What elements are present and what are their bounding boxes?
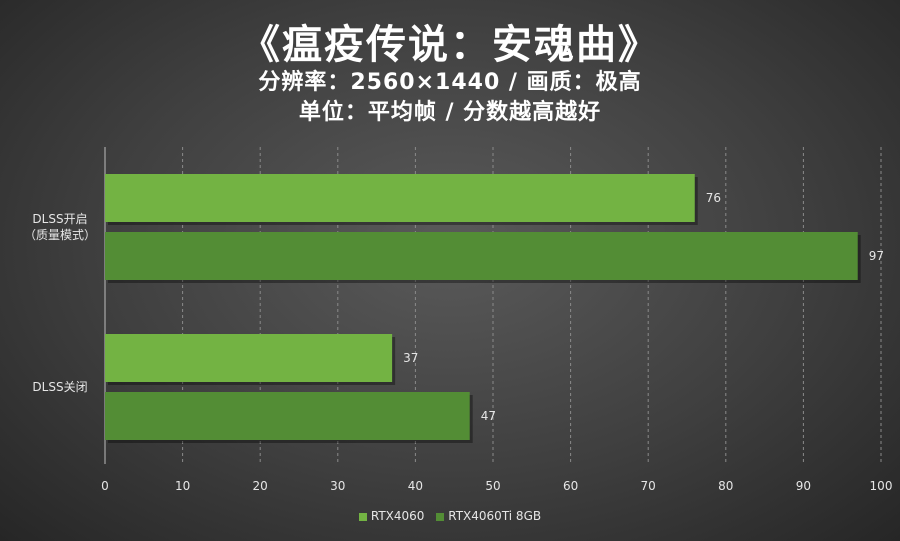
x-tick-label-40: 40 — [408, 479, 423, 493]
bar-rtx4060ti-0 — [105, 232, 858, 280]
x-tick-label-10: 10 — [175, 479, 190, 493]
chart-subtitle-unit: 单位：平均帧 / 分数越高越好 — [298, 100, 602, 125]
x-tick-label-70: 70 — [641, 479, 656, 493]
legend-item-rtx4060: RTX4060 — [358, 509, 425, 523]
legend-item-rtx4060ti: RTX4060Ti 8GB — [436, 509, 541, 523]
legend-swatch-rtx4060 — [358, 512, 367, 521]
chart-subtitle-resolution: 分辨率：2560×1440 / 画质：极高 — [258, 70, 642, 95]
data-label: 76 — [706, 191, 721, 205]
legend-label-rtx4060: RTX4060 — [370, 509, 425, 523]
bar-rtx4060-1 — [105, 334, 393, 382]
y-category-label: DLSS开启 — [32, 212, 87, 226]
bar-rtx4060ti-1 — [105, 392, 470, 440]
x-tick-label-60: 60 — [563, 479, 578, 493]
y-category-label: DLSS关闭 — [32, 380, 87, 394]
data-label: 37 — [403, 351, 418, 365]
x-tick-label-30: 30 — [330, 479, 345, 493]
y-category-label: （质量模式） — [24, 228, 96, 242]
chart-legend: RTX4060 RTX4060Ti 8GB — [0, 509, 900, 523]
chart-title: 《瘟疫传说：安魂曲》 — [240, 21, 660, 68]
x-tick-label-50: 50 — [485, 479, 500, 493]
bar-rtx4060-0 — [105, 174, 695, 222]
x-tick-label-90: 90 — [796, 479, 811, 493]
x-tick-label-80: 80 — [718, 479, 733, 493]
x-tick-label-100: 100 — [870, 479, 893, 493]
data-label: 97 — [869, 249, 884, 263]
legend-swatch-rtx4060ti — [436, 512, 445, 521]
data-label: 47 — [481, 409, 496, 423]
x-tick-label-0: 0 — [101, 479, 109, 493]
legend-label-rtx4060ti: RTX4060Ti 8GB — [448, 509, 542, 523]
x-tick-label-20: 20 — [253, 479, 268, 493]
